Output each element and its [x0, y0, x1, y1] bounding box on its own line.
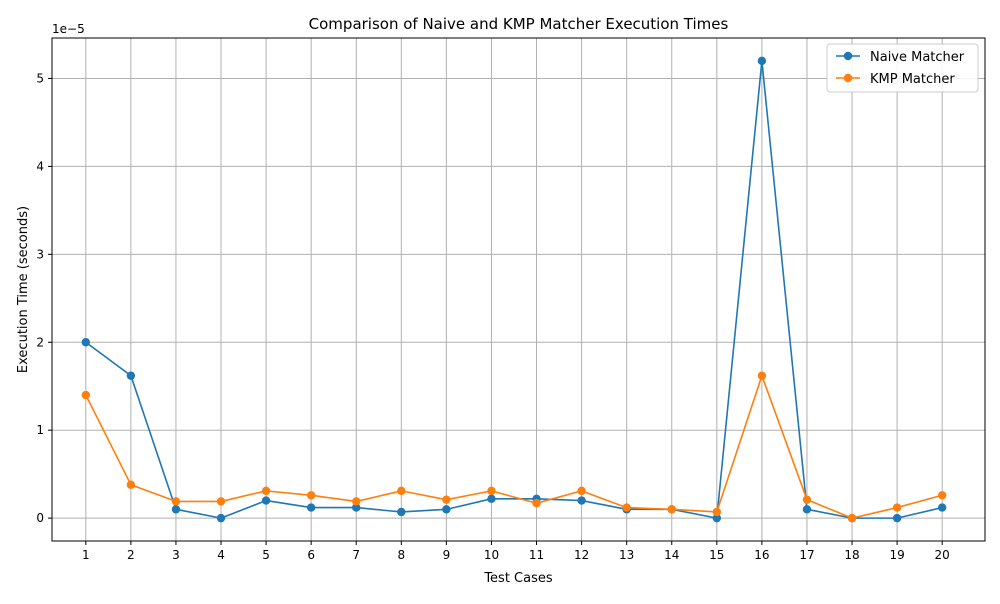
data-point: [577, 496, 586, 505]
data-point: [757, 56, 767, 66]
x-tick-label: 5: [262, 548, 270, 562]
x-tick-label: 1: [82, 548, 90, 562]
y-offset-label: 1e−5: [52, 22, 85, 36]
data-point: [487, 494, 496, 503]
x-tick-label: 15: [709, 548, 724, 562]
data-point: [81, 338, 91, 347]
data-point: [712, 507, 722, 517]
y-tick-label: 4: [36, 159, 44, 173]
x-tick-label: 9: [443, 548, 451, 562]
data-point: [847, 513, 857, 523]
data-point: [712, 513, 722, 523]
data-point: [757, 371, 767, 380]
data-point: [622, 503, 631, 512]
data-point: [352, 497, 361, 506]
x-tick-label: 4: [217, 548, 225, 562]
x-tick-label: 11: [529, 548, 544, 562]
legend-label-1: Naive Matcher: [870, 50, 965, 65]
data-point: [397, 507, 406, 517]
legend-marker-2: [843, 73, 853, 83]
data-point: [306, 491, 316, 500]
y-tick-label: 3: [36, 247, 44, 261]
x-tick-label: 2: [127, 548, 135, 562]
series-lines: [81, 56, 947, 523]
data-point: [171, 505, 181, 514]
data-point: [81, 390, 91, 400]
data-point: [126, 371, 136, 380]
data-point: [171, 497, 181, 506]
x-tick-label: 18: [844, 548, 859, 562]
x-tick-label: 16: [754, 548, 769, 562]
x-tick-label: 19: [889, 548, 904, 562]
data-point: [352, 503, 361, 512]
y-tick-label: 2: [36, 335, 44, 349]
plot-frame: [51, 37, 986, 542]
data-point: [126, 480, 136, 489]
x-tick-label: 13: [619, 548, 634, 562]
data-point: [397, 486, 406, 496]
legend-box: [826, 43, 979, 93]
data-point: [306, 503, 316, 512]
data-point: [261, 496, 271, 505]
x-tick-label: 17: [799, 548, 814, 562]
data-point: [802, 505, 812, 514]
series-line-1: [85, 60, 943, 519]
legend-marker-1: [843, 51, 853, 61]
data-point: [937, 491, 947, 500]
data-point: [892, 503, 902, 512]
x-tick-label: 6: [307, 548, 315, 562]
series-line-2: [85, 374, 943, 519]
data-point: [892, 513, 902, 523]
x-tick-label: 12: [574, 548, 589, 562]
y-tick-label: 5: [36, 71, 44, 85]
x-tick-label: 7: [352, 548, 360, 562]
data-point: [577, 486, 586, 496]
data-point: [937, 503, 947, 512]
data-point: [487, 486, 496, 496]
y-axis-label: Execution Time (seconds): [16, 206, 31, 373]
data-point: [442, 505, 451, 514]
x-tick-label: 3: [172, 548, 180, 562]
y-tick-label: 1: [36, 423, 44, 437]
data-point: [802, 495, 812, 504]
x-axis-label: Test Cases: [483, 571, 553, 586]
legend: Naive Matcher KMP Matcher: [826, 43, 979, 93]
chart-title: Comparison of Naive and KMP Matcher Exec…: [309, 15, 729, 33]
data-point: [532, 498, 541, 508]
x-tick-label: 8: [397, 548, 405, 562]
x-tick-label: 10: [484, 548, 499, 562]
x-tick-label: 20: [935, 548, 950, 562]
x-tick-label: 14: [664, 548, 679, 562]
y-tick-label: 0: [36, 511, 44, 525]
data-point: [216, 497, 226, 506]
data-point: [442, 495, 451, 504]
data-point: [261, 486, 271, 496]
data-point: [667, 505, 676, 514]
legend-label-2: KMP Matcher: [870, 72, 955, 87]
data-point: [216, 513, 226, 523]
